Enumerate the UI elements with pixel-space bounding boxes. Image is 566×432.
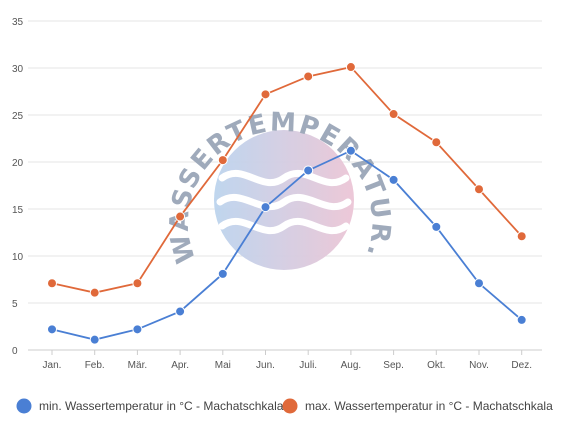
legend-item-1[interactable]: min. Wassertemperatur in °C - Machatschk… [16, 398, 284, 414]
data-point[interactable] [89, 287, 100, 298]
data-point[interactable] [303, 165, 314, 176]
wave-lines [216, 169, 352, 235]
y-tick-label: 20 [12, 158, 24, 169]
x-tick-label: Sep. [383, 360, 404, 371]
legend-item-2[interactable]: max. Wassertemperatur in °C - Machatschk… [282, 398, 554, 414]
data-point[interactable] [175, 211, 186, 222]
data-point[interactable] [516, 231, 527, 242]
x-tick-label: Mai [215, 360, 231, 371]
y-axis-ticks: 0 5 10 15 20 25 30 35 [12, 17, 24, 357]
series-group [47, 62, 527, 345]
data-point[interactable] [217, 155, 228, 166]
series-2 [47, 62, 527, 298]
x-tick-label: Jun. [256, 360, 275, 371]
series-line [51, 66, 523, 294]
data-point[interactable] [132, 324, 143, 335]
data-point[interactable] [260, 202, 271, 213]
data-point[interactable] [217, 268, 228, 279]
watermark: WASSERTEMPERATUR.ORG [0, 0, 394, 270]
data-point[interactable] [345, 62, 356, 73]
y-tick-label: 10 [12, 252, 24, 263]
x-tick-label: Juli. [299, 360, 317, 371]
y-tick-label: 30 [12, 64, 24, 75]
data-point[interactable] [47, 324, 57, 335]
legend-marker [282, 398, 298, 414]
data-point[interactable] [345, 145, 356, 156]
x-axis: Jan. Feb. Mär. Apr. Mai Jun. Juli. Aug. Sep. Okt.… [28, 349, 542, 371]
data-point[interactable] [516, 314, 527, 325]
data-point[interactable] [431, 221, 442, 232]
x-tick-label: Apr. [171, 360, 189, 371]
x-tick-label: Nov. [469, 360, 489, 371]
legend-marker [16, 398, 32, 414]
data-point[interactable] [260, 89, 271, 100]
y-tick-label: 5 [12, 299, 18, 310]
data-point[interactable] [89, 334, 100, 345]
x-tick-label: Aug. [341, 360, 362, 371]
data-point[interactable] [132, 278, 143, 289]
x-tick-label: Mär. [128, 360, 147, 371]
series-1 [47, 145, 527, 345]
data-point[interactable] [431, 137, 442, 148]
data-point[interactable] [303, 71, 314, 82]
y-tick-label: 0 [12, 346, 18, 357]
data-point[interactable] [474, 278, 484, 289]
y-tick-label: 35 [12, 17, 24, 28]
y-tick-label: 15 [12, 205, 24, 216]
data-point[interactable] [388, 109, 399, 120]
data-point[interactable] [388, 174, 399, 185]
x-tick-label: Dez. [511, 360, 532, 371]
legend-label: max. Wassertemperatur in °C - Machatschk… [305, 399, 553, 413]
x-tick-label: Feb. [85, 360, 105, 371]
data-point[interactable] [47, 278, 57, 289]
data-point[interactable] [175, 306, 186, 317]
x-tick-label: Jan. [43, 360, 62, 371]
legend: min. Wassertemperatur in °C - Machatschk… [16, 398, 554, 414]
series-line [51, 149, 523, 341]
y-tick-label: 25 [12, 111, 24, 122]
x-tick-label: Okt. [427, 360, 445, 371]
legend-label: min. Wassertemperatur in °C - Machatschk… [39, 399, 284, 413]
data-point[interactable] [474, 184, 484, 195]
